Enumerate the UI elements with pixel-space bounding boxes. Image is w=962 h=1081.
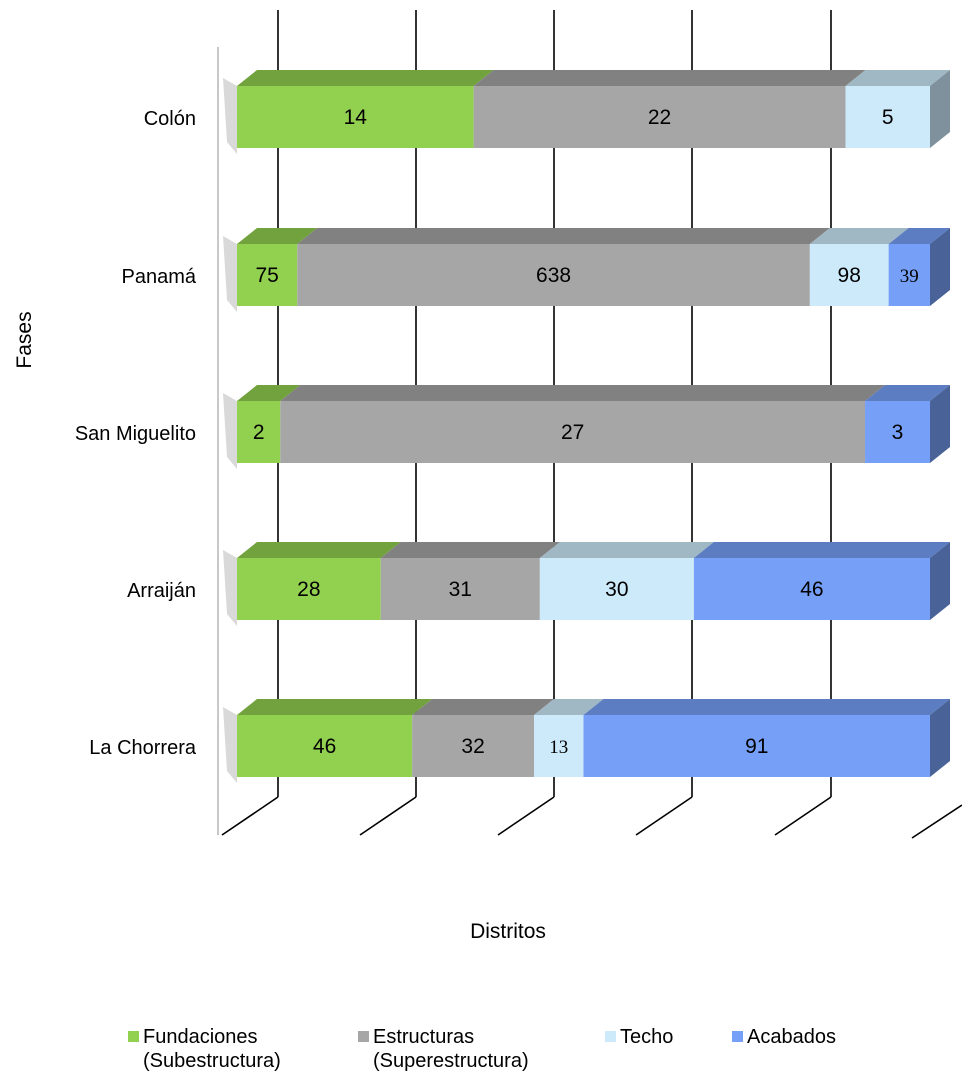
data-label: 46 — [313, 735, 336, 758]
legend-item: Estructuras (Superestructura) — [358, 1025, 605, 1073]
data-label: 98 — [838, 264, 861, 287]
bar-segment-top — [237, 228, 318, 244]
bar-shadow — [223, 78, 237, 154]
category-label: Colón — [144, 108, 196, 130]
legend-swatch — [358, 1031, 369, 1042]
data-label: 14 — [344, 106, 368, 129]
gridline-floor — [497, 796, 555, 836]
bar-segment — [237, 558, 381, 620]
legend-item: Acabados — [732, 1025, 872, 1073]
bar-end-face — [930, 70, 950, 148]
legend-swatch — [732, 1031, 743, 1042]
bar-segment-top — [809, 228, 909, 244]
data-label: 91 — [745, 735, 768, 758]
data-label: 30 — [605, 578, 628, 601]
category-label: Panamá — [122, 266, 197, 288]
gridline-floor — [221, 796, 279, 836]
bar-segment — [865, 401, 930, 463]
bar-segment — [693, 558, 930, 620]
bar-segment — [380, 558, 540, 620]
bar-segment-top — [297, 228, 830, 244]
bar-segment — [534, 715, 584, 777]
data-label: 638 — [536, 264, 571, 287]
bar-shadow — [223, 236, 237, 312]
bars — [223, 70, 950, 783]
data-label: 5 — [882, 106, 894, 129]
data-label: 2 — [253, 421, 265, 444]
bar-segment-top — [693, 542, 950, 558]
category-label: La Chorrera — [89, 737, 197, 759]
legend-swatch — [128, 1031, 139, 1042]
bar-segment-top — [865, 385, 950, 401]
bar-segment-top — [888, 228, 950, 244]
bar-segment — [845, 86, 930, 148]
bar-segment — [297, 244, 810, 306]
legend-item: Techo — [605, 1025, 732, 1073]
bar-segment-top — [534, 699, 604, 715]
data-label: 3 — [892, 421, 904, 444]
legend: Fundaciones (Subestructura) Estructuras (… — [128, 1025, 872, 1073]
bar-segment-top — [845, 70, 950, 86]
bar-segment — [583, 715, 930, 777]
bar-segment-top — [280, 385, 886, 401]
x-axis-title: Distritos — [470, 920, 546, 943]
bar-segment — [539, 558, 694, 620]
bar-shadow — [223, 707, 237, 783]
data-label: 39 — [900, 266, 919, 287]
bar-segment-top — [539, 542, 714, 558]
data-labels: 14 22 5 75 638 98 39 2 27 3 28 31 30 46 46 32 13 91 — [253, 106, 919, 758]
bar-end-face — [930, 228, 950, 306]
bar-segment-top — [237, 542, 401, 558]
legend-item: Fundaciones (Subestructura) — [128, 1025, 358, 1073]
legend-label: Estructuras (Superestructura) — [373, 1026, 529, 1072]
bar-segment — [809, 244, 889, 306]
data-label: 28 — [297, 578, 320, 601]
category-label: San Miguelito — [75, 423, 196, 445]
bar-segment-top — [473, 70, 866, 86]
bar-segment-top — [412, 699, 554, 715]
bar-segment-top — [237, 385, 301, 401]
bar-shadow — [223, 393, 237, 469]
data-label: 27 — [561, 421, 584, 444]
bar-segment — [412, 715, 534, 777]
legend-label: Acabados — [747, 1026, 836, 1048]
category-labels: Colón Panamá San Miguelito Arraiján La Chorr… — [75, 108, 197, 759]
data-label: 13 — [549, 737, 568, 758]
bar-segment — [237, 401, 281, 463]
bar-end-face — [930, 385, 950, 463]
y-axis-title: Fases — [13, 311, 36, 368]
legend-swatch — [605, 1031, 616, 1042]
bar-segment-top — [237, 70, 494, 86]
bar-end-face — [930, 542, 950, 620]
bar-segment — [237, 715, 413, 777]
gridline-floor — [774, 796, 832, 836]
bar-segment — [237, 86, 474, 148]
bar-segment-top — [237, 699, 433, 715]
data-label: 75 — [255, 264, 278, 287]
data-label: 46 — [800, 578, 823, 601]
bar-shadow — [223, 550, 237, 626]
gridline-floor — [635, 796, 693, 836]
legend-label: Fundaciones (Subestructura) — [143, 1026, 281, 1072]
bar-segment-top — [380, 542, 560, 558]
bar-segment — [237, 244, 298, 306]
category-label: Arraiján — [127, 580, 196, 602]
gridline-floor — [911, 804, 962, 839]
data-label: 32 — [461, 735, 484, 758]
bar-segment — [280, 401, 866, 463]
data-label: 31 — [449, 578, 472, 601]
bar-segment-top — [583, 699, 950, 715]
bar-segment — [888, 244, 930, 306]
bar-segment — [473, 86, 846, 148]
bar-end-face — [930, 699, 950, 777]
gridline-floor — [359, 796, 417, 836]
legend-label: Techo — [620, 1026, 674, 1048]
data-label: 22 — [648, 106, 671, 129]
